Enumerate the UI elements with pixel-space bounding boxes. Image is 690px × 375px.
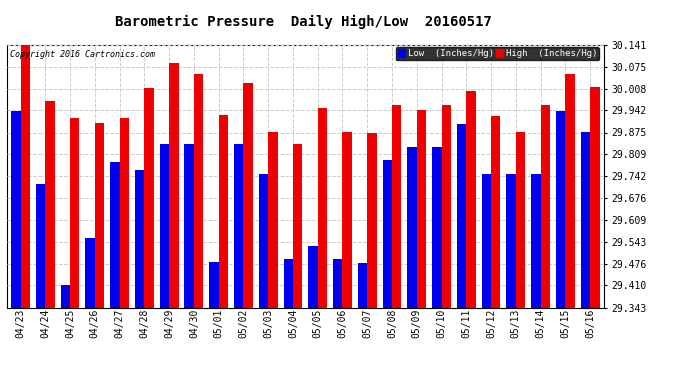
Bar	[169, 63, 179, 308]
Bar	[392, 105, 402, 308]
Bar	[159, 144, 169, 308]
Bar	[531, 174, 540, 308]
Bar	[234, 144, 244, 308]
Bar	[293, 144, 302, 308]
Bar	[466, 92, 475, 308]
Bar	[333, 259, 342, 308]
Bar	[46, 100, 55, 308]
Bar	[11, 111, 21, 308]
Bar	[21, 45, 30, 308]
Bar	[36, 184, 46, 308]
Bar	[61, 285, 70, 308]
Bar	[219, 115, 228, 308]
Bar	[516, 132, 525, 308]
Bar	[119, 118, 129, 308]
Bar	[110, 162, 119, 308]
Bar	[268, 132, 277, 308]
Bar	[457, 124, 466, 308]
Bar	[482, 174, 491, 308]
Bar	[540, 105, 550, 308]
Bar	[581, 132, 590, 308]
Bar	[135, 170, 144, 308]
Bar	[95, 123, 104, 308]
Text: Copyright 2016 Cartronics.com: Copyright 2016 Cartronics.com	[10, 50, 155, 59]
Bar	[590, 87, 600, 308]
Bar	[382, 160, 392, 308]
Bar	[259, 174, 268, 308]
Bar	[209, 262, 219, 308]
Bar	[86, 238, 95, 308]
Bar	[308, 246, 317, 308]
Bar	[70, 118, 79, 308]
Bar	[284, 259, 293, 308]
Bar	[144, 88, 154, 308]
Bar	[506, 174, 516, 308]
Bar	[358, 263, 367, 308]
Bar	[565, 74, 575, 307]
Bar	[491, 116, 500, 308]
Bar	[556, 111, 565, 308]
Bar	[432, 147, 442, 308]
Bar	[407, 147, 417, 308]
Bar	[342, 132, 352, 308]
Bar	[367, 134, 377, 308]
Bar	[194, 74, 204, 307]
Bar	[417, 111, 426, 308]
Text: Barometric Pressure  Daily High/Low  20160517: Barometric Pressure Daily High/Low 20160…	[115, 15, 492, 29]
Bar	[244, 83, 253, 308]
Bar	[317, 108, 327, 307]
Legend: Low  (Inches/Hg), High  (Inches/Hg): Low (Inches/Hg), High (Inches/Hg)	[395, 47, 599, 60]
Bar	[184, 144, 194, 308]
Bar	[442, 105, 451, 308]
